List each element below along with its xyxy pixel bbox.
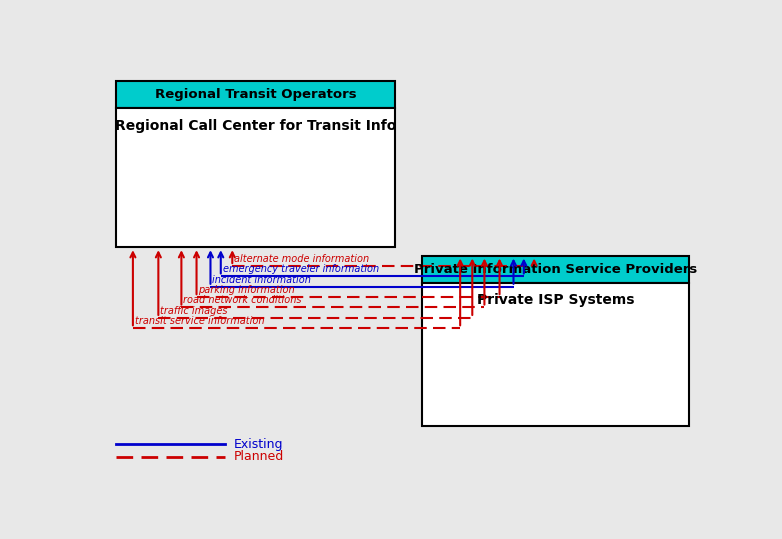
Bar xyxy=(116,108,395,247)
Text: emergency traveler information: emergency traveler information xyxy=(223,264,378,274)
Text: Private ISP Systems: Private ISP Systems xyxy=(476,293,634,307)
Text: parking information: parking information xyxy=(199,285,295,295)
Text: Existing: Existing xyxy=(234,438,284,451)
Text: Regional Transit Operators: Regional Transit Operators xyxy=(155,88,356,101)
Text: alternate mode information: alternate mode information xyxy=(234,254,369,264)
Bar xyxy=(422,282,689,426)
Text: traffic images: traffic images xyxy=(160,306,228,316)
Bar xyxy=(422,255,689,282)
Text: Regional Call Center for Transit Info: Regional Call Center for Transit Info xyxy=(115,119,396,133)
Bar xyxy=(116,81,395,108)
Text: road network conditions: road network conditions xyxy=(183,295,302,306)
Text: incident information: incident information xyxy=(212,275,311,285)
Text: Private Information Service Providers: Private Information Service Providers xyxy=(414,262,697,275)
Text: transit service information: transit service information xyxy=(135,316,264,326)
Text: Planned: Planned xyxy=(234,451,285,464)
